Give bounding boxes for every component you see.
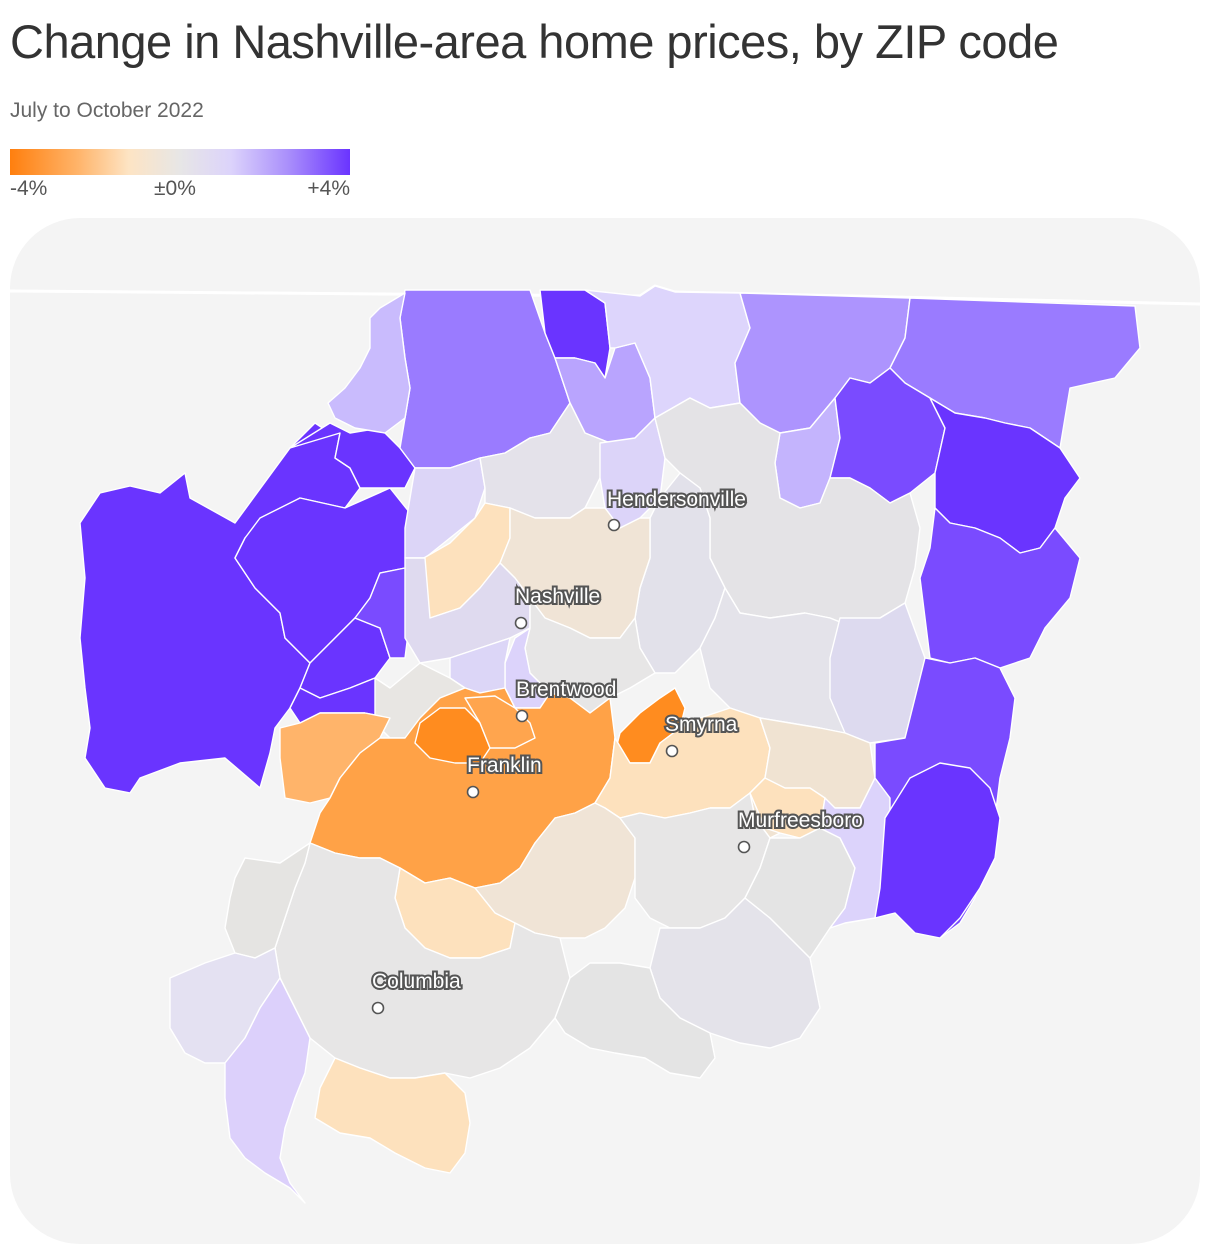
city-dot [466, 785, 480, 799]
zip-region [554, 962, 716, 1079]
zip-region [404, 457, 486, 559]
city-marker-nashville: Nashville [513, 583, 602, 630]
zip-region [314, 1057, 471, 1174]
city-dot [665, 744, 679, 758]
zip-region [874, 762, 1001, 939]
city-dot [514, 616, 528, 630]
city-label: Columbia [372, 970, 461, 993]
zip-region [464, 695, 536, 749]
zip-region [327, 292, 411, 434]
city-dot [515, 709, 529, 723]
city-label: Murfreesboro [738, 809, 863, 832]
city-label: Nashville [515, 585, 600, 608]
zip-region [224, 977, 311, 1204]
city-label: Hendersonville [607, 488, 746, 511]
legend-max-label: +4% [307, 177, 350, 200]
city-dot [371, 1001, 385, 1015]
city-marker-brentwood: Brentwood [514, 676, 618, 723]
zip-region [599, 417, 666, 529]
city-marker-smyrna: Smyrna [663, 711, 740, 758]
city-label: Smyrna [665, 713, 738, 736]
zip-region [289, 422, 416, 489]
city-marker-hendersonville: Hendersonville [605, 486, 748, 532]
city-marker-murfreesboro: Murfreesboro [736, 807, 865, 854]
chart-subtitle: July to October 2022 [10, 99, 204, 122]
zip-region [414, 707, 491, 764]
city-dot [737, 840, 751, 854]
color-legend: -4% ±0% +4% [10, 149, 350, 203]
legend-min-label: -4% [10, 177, 48, 200]
city-dot [607, 518, 621, 532]
legend-gradient-bar [10, 149, 350, 175]
city-label: Franklin [467, 754, 542, 777]
city-label: Brentwood [516, 678, 616, 701]
city-marker-franklin: Franklin [465, 752, 544, 799]
map-frame: Hendersonville Nashville Brentwood Smyrn… [10, 218, 1200, 1244]
chart-title: Change in Nashville-area home prices, by… [10, 15, 1059, 68]
zip-region [919, 507, 1081, 669]
zip-choropleth-map: Hendersonville Nashville Brentwood Smyrn… [10, 284, 1200, 1204]
legend-labels: -4% ±0% +4% [10, 177, 350, 203]
city-marker-columbia: Columbia [370, 968, 463, 1015]
legend-mid-label: ±0% [154, 177, 196, 200]
